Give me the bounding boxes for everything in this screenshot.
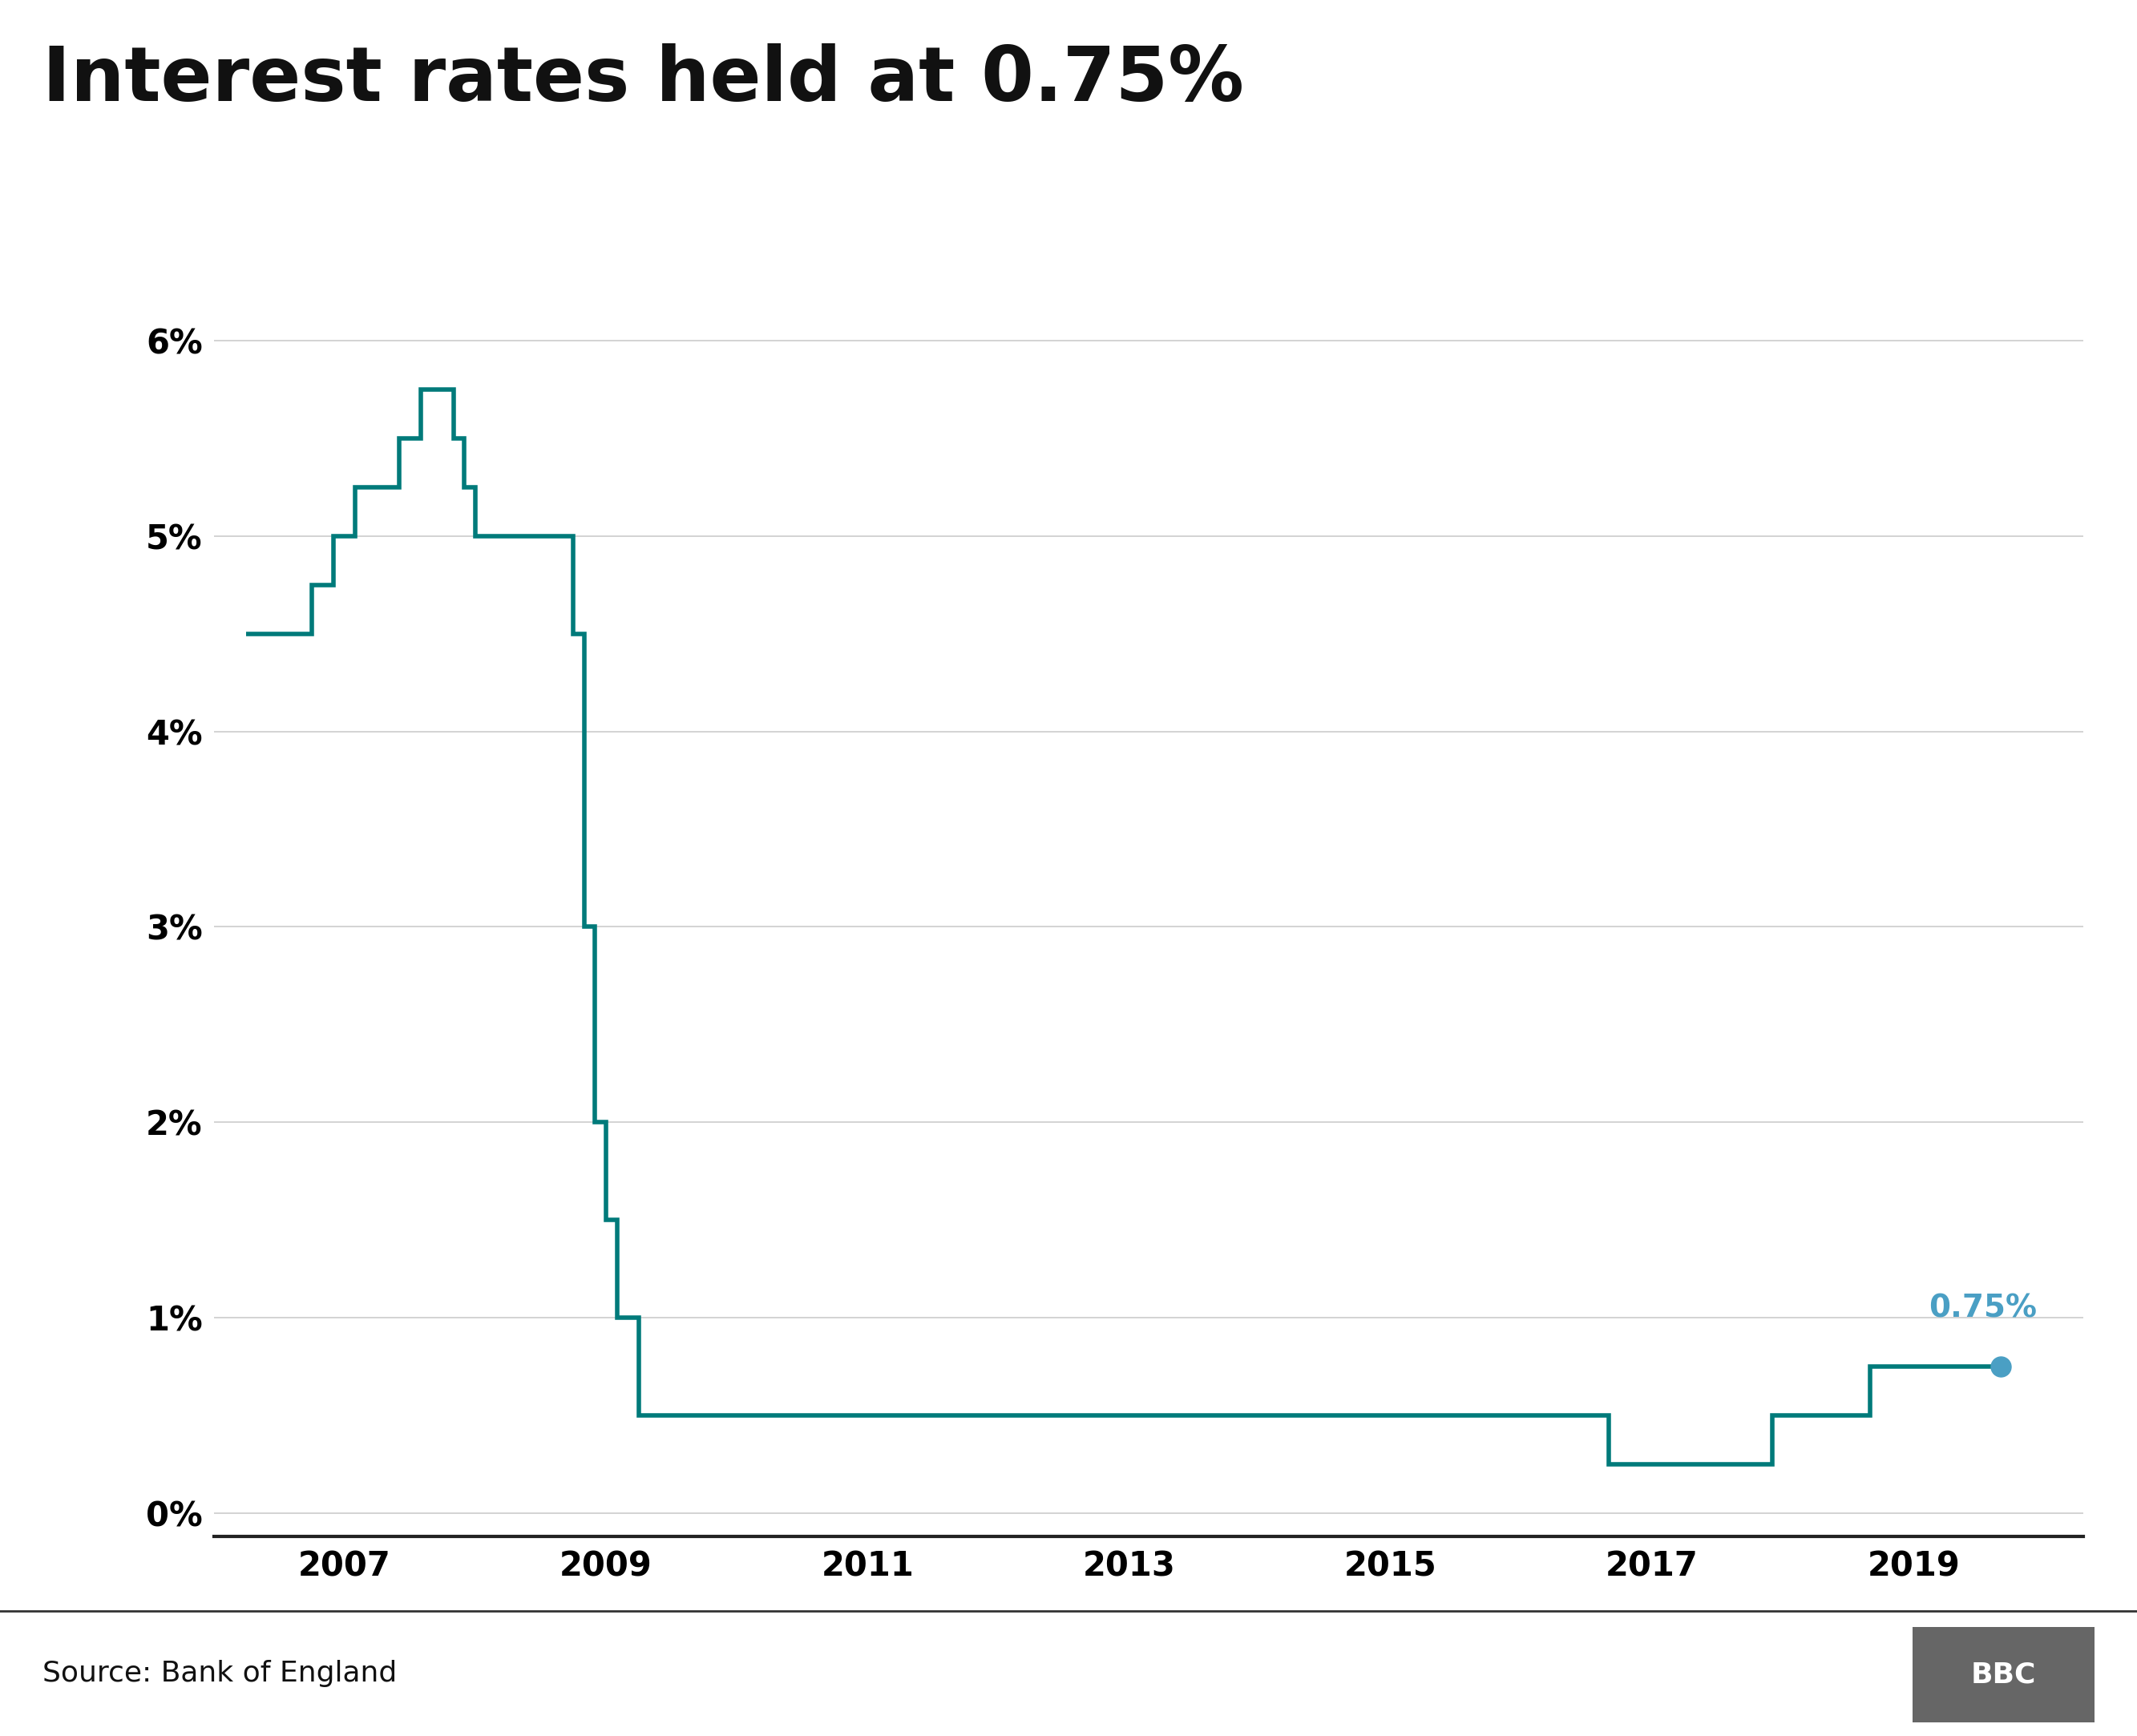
Text: BBC: BBC xyxy=(1970,1661,2037,1687)
Text: Source: Bank of England: Source: Bank of England xyxy=(43,1660,397,1687)
Text: Interest rates held at 0.75%: Interest rates held at 0.75% xyxy=(43,43,1244,116)
Text: 0.75%: 0.75% xyxy=(1930,1293,2037,1323)
